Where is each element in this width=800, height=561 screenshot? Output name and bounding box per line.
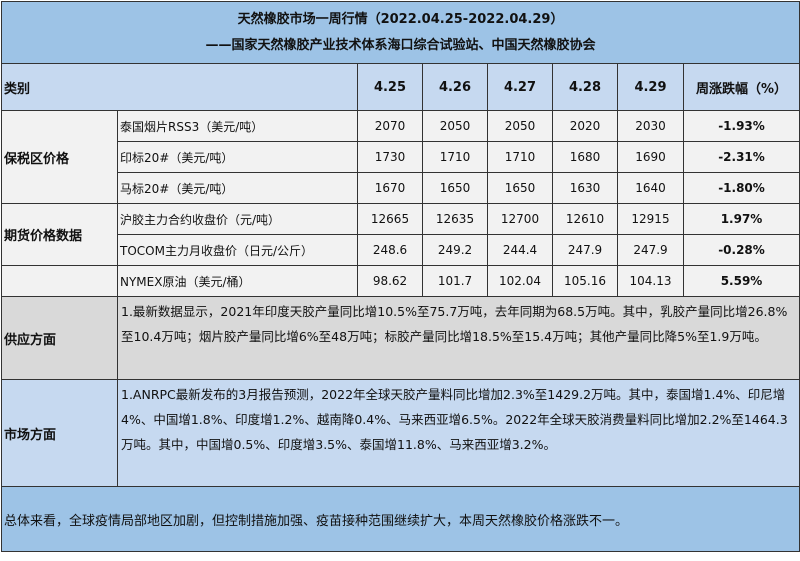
table-row: 马标20#（美元/吨） 1670 1650 1650 1630 1640 -1.80%: [2, 172, 800, 204]
cell: 105.16: [552, 265, 618, 297]
supply-text: 1.最新数据显示，2021年印度天胶产量同比增10.5%至75.7万吨，去年同期…: [116, 296, 800, 380]
table-title: 天然橡胶市场一周行情（2022.04.25-2022.04.29） ——国家天然橡…: [0, 1, 800, 64]
cell: 1680: [552, 141, 618, 173]
change-cell: -1.93%: [682, 110, 800, 142]
row-name: 沪胶主力合约收盘价（元/吨）: [117, 203, 358, 235]
row-name: 泰国烟片RSS3（美元/吨）: [117, 110, 358, 142]
change-cell: -1.80%: [682, 172, 800, 204]
summary-row: 总体来看，全球疫情局部地区加剧，但控制措施加强、疫苗接种范围继续扩大，本周天然橡…: [0, 486, 800, 552]
cell: 12635: [422, 203, 488, 235]
cell: 1710: [422, 141, 488, 173]
row-name: TOCOM主力月收盘价（日元/公斤）: [117, 234, 358, 266]
cell: 1630: [552, 172, 618, 204]
header-date: 4.25: [357, 63, 423, 111]
supply-row: 供应方面 1.最新数据显示，2021年印度天胶产量同比增10.5%至75.7万吨…: [1, 296, 800, 380]
cell: 248.6: [357, 234, 423, 266]
header-row: 类别 4.25 4.26 4.27 4.28 4.29 周涨跌幅（%）: [1, 63, 800, 111]
group-bonded: 保税区价格: [1, 110, 118, 204]
cell: 98.62: [357, 265, 423, 297]
summary-text: 总体来看，全球疫情局部地区加剧，但控制措施加强、疫苗接种范围继续扩大，本周天然橡…: [0, 486, 800, 552]
cell: 1710: [487, 141, 553, 173]
row-name: 马标20#（美元/吨）: [117, 172, 358, 204]
row-name: 印标20#（美元/吨）: [117, 141, 358, 173]
subtitle: ——国家天然橡胶产业技术体系海口综合试验站、中国天然橡胶协会: [205, 37, 596, 53]
cell: 249.2: [422, 234, 488, 266]
table-row: TOCOM主力月收盘价（日元/公斤） 248.6 249.2 244.4 247.9 2…: [2, 234, 800, 266]
cell: 2070: [357, 110, 423, 142]
cell: 1650: [487, 172, 553, 204]
supply-label: 供应方面: [1, 296, 118, 380]
header-date: 4.27: [487, 63, 553, 111]
header-date: 4.29: [617, 63, 684, 111]
cell: 1690: [617, 141, 684, 173]
cell: 12915: [617, 203, 684, 235]
cell: 12700: [487, 203, 553, 235]
header-change: 周涨跌幅（%）: [682, 63, 800, 111]
group-empty: [1, 265, 118, 297]
cell: 104.13: [617, 265, 684, 297]
cell: 244.4: [487, 234, 553, 266]
group-futures: 期货价格数据: [1, 203, 118, 266]
cell: 12610: [552, 203, 618, 235]
change-cell: 5.59%: [682, 265, 800, 297]
cell: 1640: [617, 172, 684, 204]
cell: 247.9: [617, 234, 684, 266]
cell: 2050: [422, 110, 488, 142]
cell: 1670: [357, 172, 423, 204]
cell: 102.04: [487, 265, 553, 297]
header-category: 类别: [1, 63, 358, 111]
market-row: 市场方面 1.ANRPC最新发布的3月报告预测，2022年全球天胶产量料同比增加…: [1, 379, 800, 487]
cell: 101.7: [422, 265, 488, 297]
change-cell: -2.31%: [682, 141, 800, 173]
table-row: 期货价格数据 沪胶主力合约收盘价（元/吨） 12665 12635 12700 126…: [1, 203, 800, 266]
cell: 2020: [552, 110, 618, 142]
cell: 2030: [617, 110, 684, 142]
table-row: 保税区价格 泰国烟片RSS3（美元/吨） 2070 2050 2050 2020 203…: [1, 110, 800, 204]
cell: 247.9: [552, 234, 618, 266]
header-date: 4.28: [552, 63, 618, 111]
row-name: NYMEX原油（美元/桶）: [117, 265, 358, 297]
cell: 12665: [357, 203, 423, 235]
market-label: 市场方面: [1, 379, 118, 487]
title: 天然橡胶市场一周行情（2022.04.25-2022.04.29）: [237, 11, 564, 27]
cell: 1730: [357, 141, 423, 173]
table-row: 印标20#（美元/吨） 1730 1710 1710 1680 1690 -2.31%: [2, 141, 800, 173]
change-cell: 1.97%: [682, 203, 800, 235]
header-date: 4.26: [422, 63, 488, 111]
market-text: 1.ANRPC最新发布的3月报告预测，2022年全球天胶产量料同比增加2.3%至…: [116, 379, 800, 487]
change-cell: -0.28%: [682, 234, 800, 266]
table-row: NYMEX原油（美元/桶） 98.62 101.7 102.04 105.16 104.…: [1, 265, 800, 297]
cell: 2050: [487, 110, 553, 142]
cell: 1650: [422, 172, 488, 204]
